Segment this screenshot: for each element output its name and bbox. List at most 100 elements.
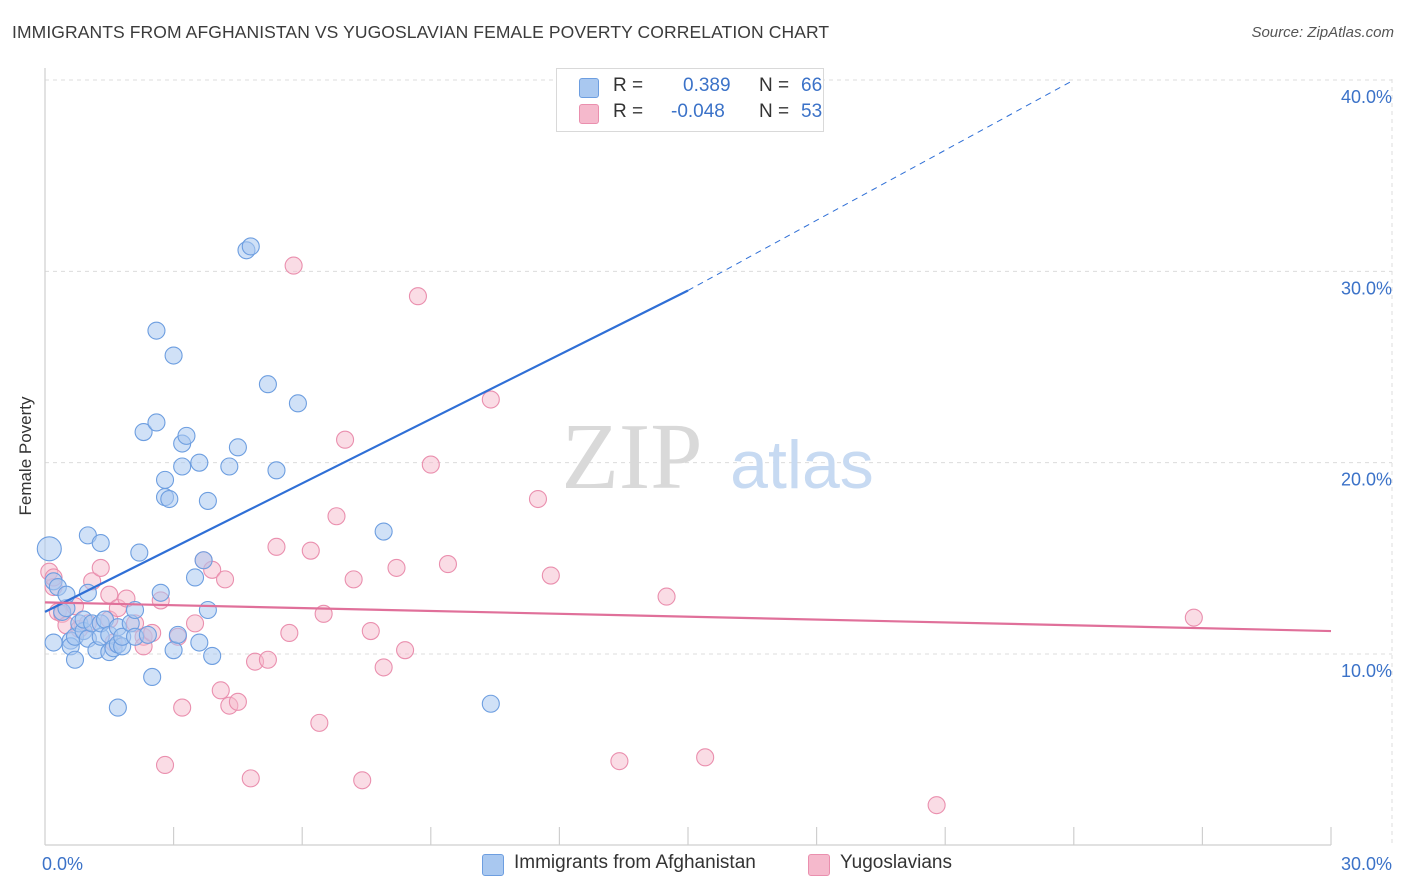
legend-label: Yugoslavians bbox=[840, 852, 952, 873]
chart-title: IMMIGRANTS FROM AFGHANISTAN VS YUGOSLAVI… bbox=[12, 22, 830, 42]
legend-item-afghanistan: Immigrants from Afghanistan bbox=[482, 852, 782, 878]
data-point-afghanistan bbox=[108, 698, 127, 717]
x-tick-label: 0.0% bbox=[42, 854, 83, 874]
data-point-yugoslavians bbox=[610, 752, 629, 771]
data-point-afghanistan bbox=[190, 453, 209, 472]
series-afghanistan-points bbox=[36, 237, 500, 717]
data-point-yugoslavians bbox=[541, 566, 560, 585]
watermark-zip: ZIP bbox=[562, 405, 703, 509]
legend-swatch-blue bbox=[482, 854, 504, 876]
gridlines bbox=[45, 79, 1393, 845]
data-point-yugoslavians bbox=[374, 658, 393, 677]
trend-line-afghanistan bbox=[44, 289, 689, 613]
data-point-afghanistan bbox=[44, 633, 63, 652]
trend-line-afghanistan-extension bbox=[687, 79, 1075, 291]
legend-swatch-pink bbox=[579, 104, 599, 124]
data-point-afghanistan bbox=[168, 625, 187, 644]
data-point-yugoslavians bbox=[438, 555, 457, 574]
data-point-afghanistan bbox=[177, 426, 196, 445]
data-point-afghanistan bbox=[138, 625, 157, 644]
data-point-afghanistan bbox=[91, 533, 110, 553]
data-point-yugoslavians bbox=[344, 570, 363, 589]
legend-n-label: N = bbox=[759, 75, 790, 96]
x-tick-label: 30.0% bbox=[1341, 854, 1392, 874]
data-point-yugoslavians bbox=[481, 390, 500, 409]
data-point-afghanistan bbox=[198, 600, 217, 620]
trend-lines bbox=[44, 79, 1332, 633]
data-point-afghanistan bbox=[155, 470, 175, 489]
data-point-afghanistan bbox=[130, 543, 149, 562]
data-point-afghanistan bbox=[125, 600, 145, 620]
legend-swatch-blue bbox=[579, 78, 599, 98]
data-point-afghanistan bbox=[36, 536, 62, 562]
data-point-afghanistan bbox=[198, 491, 217, 510]
stats-legend-row-yugoslavians: R = -0.048 N = 53 bbox=[579, 101, 823, 127]
legend-swatch-pink bbox=[808, 854, 830, 876]
data-point-afghanistan bbox=[173, 457, 192, 476]
legend-item-yugoslavians: Yugoslavians bbox=[808, 852, 968, 878]
data-point-afghanistan bbox=[481, 694, 500, 713]
data-point-yugoslavians bbox=[91, 558, 110, 577]
data-point-afghanistan bbox=[228, 438, 247, 457]
data-point-afghanistan bbox=[258, 375, 277, 394]
data-point-afghanistan bbox=[220, 457, 239, 476]
data-point-afghanistan bbox=[143, 667, 162, 687]
data-point-yugoslavians bbox=[215, 570, 235, 589]
data-point-yugoslavians bbox=[173, 698, 192, 717]
stats-legend: R = 0.389 N = 66 R = -0.048 N = 53 bbox=[556, 68, 824, 132]
data-point-afghanistan bbox=[203, 646, 222, 665]
legend-n-value: 53 bbox=[801, 101, 823, 122]
data-point-yugoslavians bbox=[310, 713, 329, 732]
data-point-yugoslavians bbox=[228, 692, 247, 711]
legend-r-value: -0.048 bbox=[671, 101, 725, 122]
data-point-afghanistan bbox=[194, 551, 213, 570]
series-yugoslavians-points bbox=[40, 256, 1203, 815]
data-point-yugoslavians bbox=[258, 650, 277, 669]
legend-n-label: N = bbox=[759, 101, 790, 122]
data-point-yugoslavians bbox=[267, 537, 286, 556]
data-point-yugoslavians bbox=[387, 558, 406, 577]
data-point-yugoslavians bbox=[696, 748, 715, 767]
data-point-afghanistan bbox=[164, 641, 183, 660]
data-point-yugoslavians bbox=[185, 614, 205, 633]
data-point-afghanistan bbox=[160, 489, 179, 509]
data-point-yugoslavians bbox=[396, 641, 415, 660]
data-point-yugoslavians bbox=[284, 256, 303, 275]
tick-labels: 10.0% 20.0% 30.0% 40.0% 0.0% 30.0% bbox=[42, 87, 1392, 874]
data-point-afghanistan bbox=[65, 650, 85, 669]
data-point-yugoslavians bbox=[155, 755, 175, 775]
data-point-yugoslavians bbox=[327, 507, 346, 526]
y-tick-label: 40.0% bbox=[1341, 87, 1392, 107]
data-point-afghanistan bbox=[147, 413, 166, 432]
data-point-yugoslavians bbox=[211, 681, 230, 700]
y-tick-label: 30.0% bbox=[1341, 278, 1392, 298]
data-point-yugoslavians bbox=[408, 287, 427, 306]
data-point-afghanistan bbox=[267, 461, 286, 480]
trend-line-yugoslavians bbox=[44, 601, 1332, 633]
stats-legend-row-afghanistan: R = 0.389 N = 66 bbox=[579, 75, 823, 101]
source-label: Source: ZipAtlas.com bbox=[1251, 24, 1394, 41]
legend-label: Immigrants from Afghanistan bbox=[514, 852, 756, 873]
data-point-afghanistan bbox=[164, 346, 183, 365]
data-point-afghanistan bbox=[241, 237, 260, 256]
legend-n-value: 66 bbox=[801, 75, 823, 96]
data-point-yugoslavians bbox=[528, 489, 548, 509]
watermark: ZIP atlas bbox=[562, 405, 874, 509]
y-tick-label: 10.0% bbox=[1341, 661, 1392, 681]
data-point-yugoslavians bbox=[301, 541, 320, 560]
legend-r-value: 0.389 bbox=[683, 75, 731, 96]
data-point-yugoslavians bbox=[336, 430, 355, 449]
data-point-yugoslavians bbox=[1184, 608, 1203, 627]
data-point-afghanistan bbox=[288, 394, 307, 413]
data-point-afghanistan bbox=[147, 321, 166, 340]
legend-r-label: R = bbox=[613, 75, 644, 96]
data-point-yugoslavians bbox=[421, 455, 440, 474]
y-tick-label: 20.0% bbox=[1341, 470, 1392, 490]
data-point-afghanistan bbox=[151, 583, 170, 602]
data-point-yugoslavians bbox=[927, 796, 946, 815]
legend-r-label: R = bbox=[613, 101, 644, 122]
data-point-yugoslavians bbox=[361, 621, 380, 641]
data-point-afghanistan bbox=[374, 522, 393, 541]
data-point-yugoslavians bbox=[353, 771, 372, 790]
